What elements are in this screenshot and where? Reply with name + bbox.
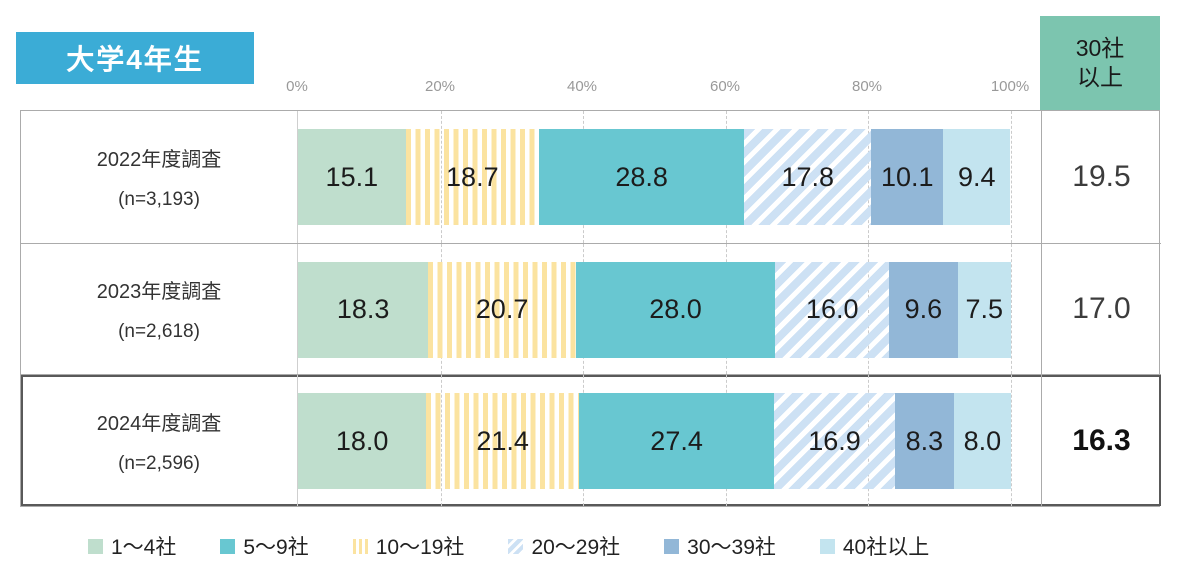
bar-segment-20-29: 17.8 bbox=[744, 129, 872, 225]
row-label-2022: 2022年度調査 (n=3,193) bbox=[21, 111, 298, 243]
sample-size-label: (n=3,193) bbox=[118, 188, 200, 210]
sample-size-label: (n=2,596) bbox=[118, 452, 200, 474]
bar-segment-20-29: 16.9 bbox=[774, 393, 895, 490]
total-30plus-2022: 19.5 bbox=[1041, 111, 1161, 243]
axis-tick-100: 100% bbox=[990, 78, 1030, 95]
bar-segment-20-29: 16.0 bbox=[775, 261, 890, 358]
spacer-cell bbox=[1011, 375, 1041, 506]
bar-segment-40plus: 9.4 bbox=[943, 129, 1011, 225]
row-label-2024: 2024年度調査 (n=2,596) bbox=[21, 375, 298, 506]
legend-swatch-yellow-stripe bbox=[352, 538, 368, 554]
legend-item-1-4: 1〜4社 bbox=[88, 531, 176, 561]
stacked-bar-2022: 15.1 18.7 28.8 17.8 10.1 9.4 bbox=[298, 129, 1011, 225]
gridline-100 bbox=[1011, 375, 1012, 506]
bar-segment-3: 27.4 bbox=[578, 393, 775, 490]
bar-segment-40plus: 8.0 bbox=[953, 393, 1011, 490]
legend-item-30-39: 30〜39社 bbox=[664, 531, 776, 561]
bar-segment-3: 28.8 bbox=[538, 129, 745, 225]
axis-tick-60: 60% bbox=[709, 78, 741, 95]
legend-swatch-green bbox=[88, 538, 103, 554]
bar-segment-2: 18.7 bbox=[405, 129, 539, 225]
legend-item-5-9: 5〜9社 bbox=[220, 531, 309, 561]
bar-segment-2: 20.7 bbox=[428, 261, 576, 358]
bar-segment-1-4: 18.0 bbox=[298, 393, 427, 490]
table-row-2023: 2023年度調査 (n=2,618) 18.3 20.7 28.0 16.0 9… bbox=[21, 242, 1161, 375]
table-row-2024: 2024年度調査 (n=2,596) 18.0 21.4 27.4 16.9 8… bbox=[21, 374, 1161, 506]
survey-year-label: 2024年度調査 bbox=[96, 412, 222, 435]
legend-swatch-pale-blue bbox=[819, 538, 835, 554]
summary-column-header: 30社 以上 bbox=[1040, 16, 1160, 110]
stacked-bar-2024: 18.0 21.4 27.4 16.9 8.3 8.0 bbox=[298, 393, 1011, 490]
bar-area-2023: 18.3 20.7 28.0 16.0 9.6 7.5 bbox=[298, 243, 1012, 375]
total-30plus-2024: 16.3 bbox=[1041, 375, 1161, 506]
table-row-2022: 2022年度調査 (n=3,193) 15.1 18.7 28.8 17.8 1… bbox=[21, 111, 1161, 243]
bar-segment-1-4: 18.3 bbox=[298, 261, 429, 358]
bar-segment-3: 28.0 bbox=[575, 261, 776, 358]
bar-segment-30-39: 9.6 bbox=[889, 261, 958, 358]
axis-tick-0: 0% bbox=[286, 78, 308, 95]
bar-segment-40plus: 7.5 bbox=[957, 261, 1011, 358]
chart-title-badge: 大学4年生 bbox=[16, 32, 254, 84]
gridline-100 bbox=[1011, 111, 1012, 243]
legend: 1〜4社 5〜9社 10〜19社 20〜29社 30〜39社 40社以上 bbox=[88, 531, 929, 561]
bar-area-2024: 18.0 21.4 27.4 16.9 8.3 8.0 bbox=[298, 375, 1012, 506]
chart-table: 2022年度調査 (n=3,193) 15.1 18.7 28.8 17.8 1… bbox=[20, 110, 1161, 507]
legend-swatch-steel-blue bbox=[664, 538, 680, 554]
gridline-100 bbox=[1011, 243, 1012, 375]
survey-year-label: 2023年度調査 bbox=[96, 280, 222, 303]
axis-tick-40: 40% bbox=[566, 78, 598, 95]
legend-item-40plus: 40社以上 bbox=[819, 531, 929, 561]
axis-tick-80: 80% bbox=[851, 78, 883, 95]
row-label-2023: 2023年度調査 (n=2,618) bbox=[21, 243, 298, 375]
legend-swatch-teal bbox=[220, 538, 236, 554]
axis-tick-20: 20% bbox=[424, 78, 456, 95]
bar-segment-30-39: 8.3 bbox=[894, 393, 954, 490]
bar-segment-1-4: 15.1 bbox=[298, 129, 406, 225]
bar-area-2022: 15.1 18.7 28.8 17.8 10.1 9.4 bbox=[298, 111, 1012, 243]
stacked-bar-2023: 18.3 20.7 28.0 16.0 9.6 7.5 bbox=[298, 261, 1011, 358]
legend-swatch-blue-stripe bbox=[508, 538, 524, 554]
legend-item-10-19: 10〜19社 bbox=[352, 531, 464, 561]
spacer-cell bbox=[1011, 111, 1041, 243]
bar-segment-2: 21.4 bbox=[426, 393, 579, 490]
sample-size-label: (n=2,618) bbox=[118, 320, 200, 342]
legend-item-20-29: 20〜29社 bbox=[508, 531, 620, 561]
bar-segment-30-39: 10.1 bbox=[871, 129, 944, 225]
survey-year-label: 2022年度調査 bbox=[96, 148, 222, 171]
percent-axis: 0% 20% 40% 60% 80% 100% bbox=[20, 78, 1160, 100]
spacer-cell bbox=[1011, 244, 1041, 375]
total-30plus-2023: 17.0 bbox=[1041, 243, 1161, 375]
